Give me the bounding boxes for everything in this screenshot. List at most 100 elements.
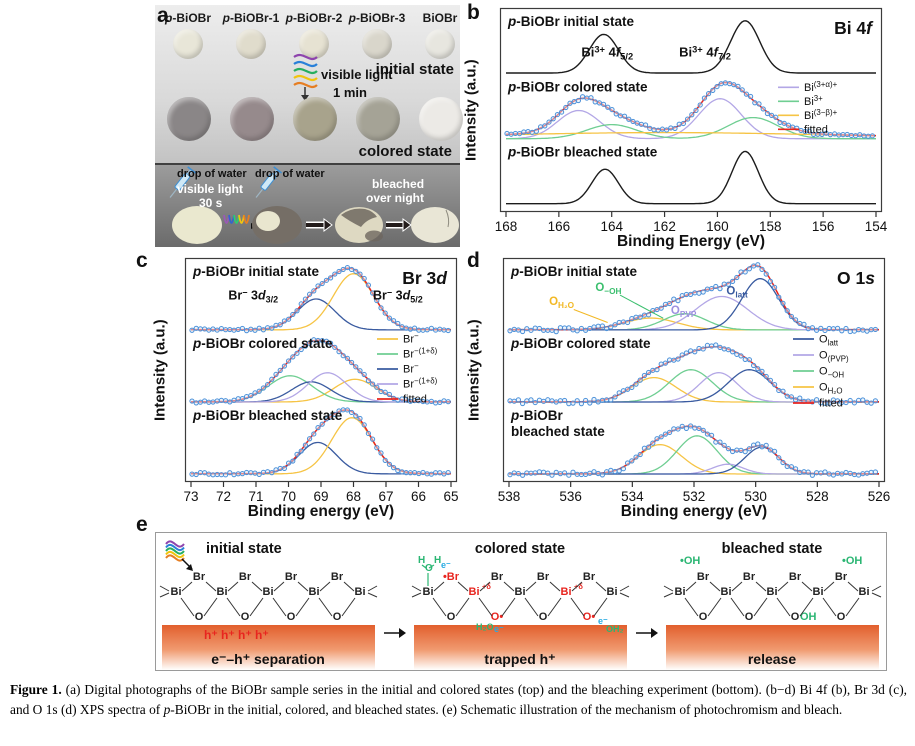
svg-text:Bi: Bi [813, 586, 824, 598]
svg-text:O−OH: O−OH [819, 366, 844, 380]
sample-label: p-BiOBr-1 [222, 11, 280, 25]
svg-text:Bi3+: Bi3+ [804, 94, 823, 108]
sample-disc-initial [425, 29, 455, 59]
svg-text:•OH: •OH [680, 555, 700, 567]
svg-text:release: release [748, 651, 796, 667]
svg-text:Bi: Bi [355, 586, 366, 598]
svg-text:H: H [434, 555, 441, 566]
svg-text:528: 528 [806, 489, 829, 504]
svg-text:Bi(3+α)+: Bi(3+α)+ [804, 80, 838, 94]
visible-light-label: visible light [321, 67, 393, 82]
svg-text:Bi: Bi [675, 586, 686, 598]
svg-text:Olatt: Olatt [726, 285, 748, 299]
svg-text:Bi: Bi [859, 586, 870, 598]
svg-text:Bi: Bi [469, 586, 480, 598]
duration-label: 30 s [199, 196, 223, 210]
svg-text:O: O [699, 611, 708, 623]
bleached-label: bleached [372, 177, 425, 191]
sample-disc-colored [230, 97, 274, 141]
svg-text:+δ: +δ [574, 582, 583, 591]
svg-text:O−OH: O−OH [595, 282, 621, 296]
svg-text:O: O [837, 611, 846, 623]
svg-text:158: 158 [759, 219, 782, 234]
svg-text:73: 73 [183, 489, 198, 504]
svg-text:Br: Br [239, 571, 252, 583]
sample-disc-initial [299, 29, 329, 59]
svg-text:154: 154 [865, 219, 888, 234]
svg-text:Br: Br [331, 571, 344, 583]
svg-text:160: 160 [706, 219, 729, 234]
panel-b-letter: b [467, 1, 480, 24]
svg-text:OH₂O: OH₂O [549, 296, 575, 310]
duration-label: 1 min [333, 85, 367, 100]
svg-text:p-BiOBr colored state: p-BiOBr colored state [507, 79, 648, 94]
svg-text:68: 68 [346, 489, 361, 504]
svg-text:Bi: Bi [721, 586, 732, 598]
bleaching-sequence-graphic [169, 166, 459, 244]
svg-text:526: 526 [868, 489, 891, 504]
initial-state-label: initial state [375, 61, 454, 78]
sample-label: p-BiOBr [164, 11, 212, 25]
colored-state-label: colored state [358, 143, 452, 160]
svg-text:Bi: Bi [767, 586, 778, 598]
svg-text:O: O [745, 611, 754, 623]
br3d-chart: 73 72 71 70 69 68 67 66 65 Binding energy (eV) p-B… [183, 257, 459, 520]
svg-text:66: 66 [411, 489, 426, 504]
panel-e-letter: e [136, 513, 148, 536]
svg-text:Bi 4f: Bi 4f [834, 18, 874, 38]
svg-text:164: 164 [600, 219, 623, 234]
sample-label: p-BiOBr-3 [348, 11, 406, 25]
svg-text:Bi: Bi [561, 586, 572, 598]
svg-text:Bi: Bi [309, 586, 320, 598]
panel-a-photos: p-BiOBr p-BiOBr-1 p-BiOBr-2 p-BiOBr-3 Bi… [155, 5, 463, 247]
svg-text:O: O [195, 611, 204, 623]
svg-text:72: 72 [216, 489, 231, 504]
y-axis-label: Intensity (a.u.) [462, 59, 480, 161]
svg-text:Br−(1+δ): Br−(1+δ) [403, 347, 438, 361]
drop-of-water-label: drop of water [177, 168, 247, 180]
y-axis-label: Intensity (a.u.) [151, 319, 169, 421]
svg-text:p-BiOBr bleached state: p-BiOBr bleached state [507, 145, 658, 160]
svg-text:166: 166 [548, 219, 571, 234]
svg-text:Bi: Bi [263, 586, 274, 598]
svg-text:Br: Br [835, 571, 848, 583]
svg-text:O•: O• [491, 611, 504, 623]
svg-text:fitted: fitted [403, 394, 427, 406]
svg-text:536: 536 [559, 489, 582, 504]
svg-text:Bi: Bi [607, 586, 618, 598]
svg-text:Br: Br [583, 571, 596, 583]
svg-text:OH: OH [800, 611, 817, 623]
svg-text:p-BiOBr bleached state: p-BiOBr bleached state [192, 408, 343, 423]
svg-text:532: 532 [683, 489, 706, 504]
svg-text:Br: Br [491, 571, 504, 583]
svg-text:O(PVP): O(PVP) [819, 350, 849, 364]
sample-label: p-BiOBr-2 [285, 11, 343, 25]
svg-text:OPVP: OPVP [671, 305, 697, 319]
svg-text:Br: Br [743, 571, 756, 583]
svg-text:O: O [539, 611, 548, 623]
svg-text:O•: O• [583, 611, 596, 623]
bi4f-chart: 168 166 164 162 160 158 156 154 Binding Energy (… [495, 7, 888, 250]
sample-disc-colored [419, 97, 463, 141]
svg-text:Br− 3d5/2: Br− 3d5/2 [373, 287, 423, 304]
svg-text:Binding Energy (eV): Binding Energy (eV) [617, 233, 765, 250]
svg-text:538: 538 [498, 489, 521, 504]
svg-text:534: 534 [621, 489, 644, 504]
svg-text:OH₂: OH₂ [606, 624, 624, 634]
svg-text:Bi: Bi [423, 586, 434, 598]
svg-text:Br−(1+δ): Br−(1+δ) [403, 377, 438, 391]
svg-text:e⁻: e⁻ [598, 616, 608, 626]
visible-light-label: visible light [177, 182, 244, 196]
o1s-chart: 538 536 534 532 530 528 526 Binding energy (eV)… [498, 257, 890, 520]
svg-text:Binding energy (eV): Binding energy (eV) [621, 503, 767, 520]
svg-text:p-BiOBr: p-BiOBr [510, 408, 563, 423]
svg-text:p-BiOBr colored state: p-BiOBr colored state [192, 336, 333, 351]
sample-disc-colored [293, 97, 337, 141]
svg-text:O: O [791, 611, 800, 623]
svg-text:O: O [447, 611, 456, 623]
svg-text:Br−: Br− [403, 332, 419, 346]
mechanism-schematic: initial state Bi Bi Bi Bi Bi Br O Br O Br O Br Oh⁺ h⁺… [159, 540, 882, 670]
svg-text:Br: Br [537, 571, 550, 583]
bleached-label: over night [366, 191, 425, 205]
